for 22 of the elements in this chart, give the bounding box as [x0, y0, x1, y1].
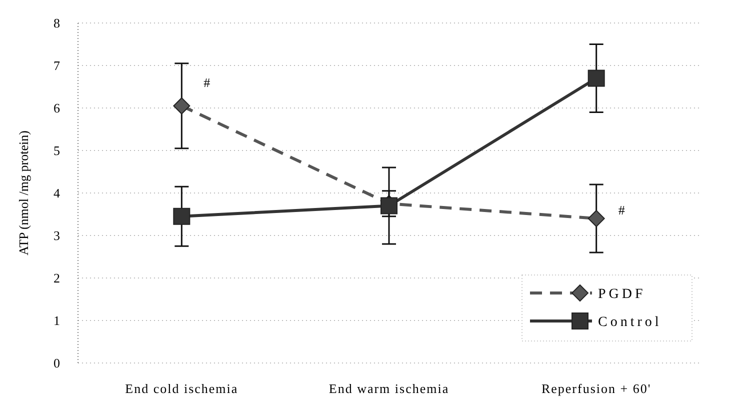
point	[588, 210, 605, 227]
legend-label: Control	[598, 314, 662, 330]
point	[588, 70, 605, 87]
y-tick-label: 7	[54, 58, 60, 74]
y-tick-label: 0	[54, 356, 60, 371]
x-tick-label: End warm ischemia	[328, 381, 450, 396]
y-tick-label: 4	[54, 186, 60, 201]
y-tick-label: 8	[54, 16, 60, 31]
y-tick-label: 2	[54, 270, 60, 286]
point	[173, 208, 190, 225]
x-tick-label: End cold ischemia	[125, 381, 238, 396]
y-tick-label: 3	[54, 228, 60, 244]
annotation: #	[618, 202, 626, 218]
legend-label: PGDF	[598, 286, 646, 302]
point	[173, 97, 190, 114]
y-tick-label: 1	[54, 313, 60, 328]
y-axis-title: ATP (nmol /mg protein)	[16, 130, 31, 256]
y-tick-label: 6	[54, 100, 60, 116]
x-tick-label: Reperfusion + 60'	[541, 381, 652, 396]
annotation: #	[204, 75, 211, 90]
point	[380, 197, 398, 214]
y-tick-label: 5	[54, 143, 60, 158]
